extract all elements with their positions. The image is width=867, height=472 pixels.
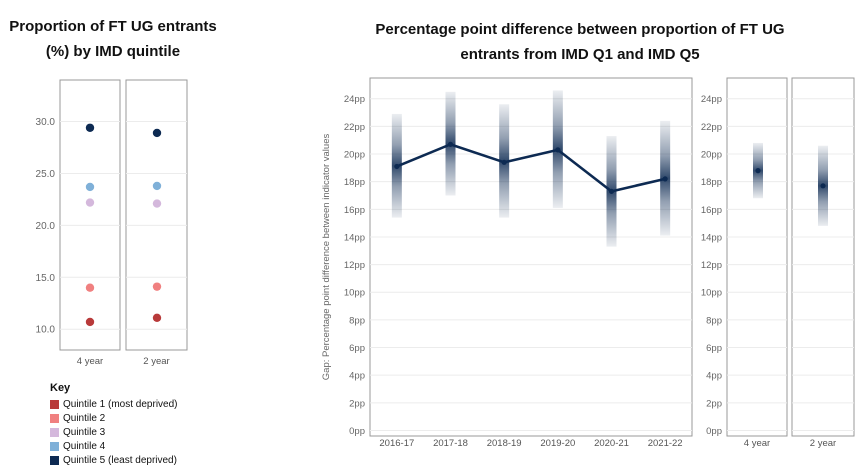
main-x-tick-label: 2020-21 <box>594 438 629 449</box>
left-data-point <box>152 128 162 138</box>
left-x-tick-label: 2 year <box>143 356 169 367</box>
key-swatch <box>50 455 59 465</box>
small-y-tick-label: 6pp <box>706 343 722 354</box>
main-y-tick-label: 2pp <box>349 398 365 409</box>
key-item: Quintile 3 <box>50 425 105 439</box>
small-panel-frame <box>726 77 788 437</box>
small-y-tick-label: 14pp <box>701 232 722 243</box>
small-data-point <box>755 168 761 174</box>
left-x-tick-label: 4 year <box>77 356 103 367</box>
small-y-tick-label: 8pp <box>706 315 722 326</box>
key-label: Quintile 2 <box>63 412 106 424</box>
main-data-point <box>501 159 507 165</box>
left-y-tick-label: 25.0 <box>36 169 56 180</box>
main-x-tick-label: 2019-20 <box>540 438 575 449</box>
main-y-tick-label: 24pp <box>344 94 365 105</box>
left-panel-frame <box>59 79 121 351</box>
left-data-point <box>85 198 95 207</box>
small-data-point <box>820 183 826 189</box>
main-data-point <box>608 188 615 194</box>
key-label: Quintile 4 <box>63 440 106 452</box>
main-x-tick-label: 2017-18 <box>433 438 468 449</box>
key-item: Quintile 4 <box>50 439 105 453</box>
main-y-axis-label: Gap: Percentage point difference between… <box>321 134 332 381</box>
small-y-tick-label: 12pp <box>701 260 722 271</box>
main-y-tick-label: 16pp <box>344 205 365 216</box>
main-data-point <box>394 163 400 170</box>
small-y-tick-label: 10pp <box>701 288 722 299</box>
small-y-tick-label: 16pp <box>701 205 722 216</box>
main-panel-frame <box>369 77 693 437</box>
small-y-tick-label: 20pp <box>701 150 722 161</box>
left-data-point <box>85 317 95 327</box>
small-x-tick-label: 4 year <box>744 438 770 449</box>
key-label: Quintile 5 (least deprived) <box>63 454 177 466</box>
left-data-point <box>152 199 162 208</box>
left-data-point <box>85 182 95 192</box>
small-y-tick-label: 4pp <box>706 371 722 382</box>
main-series-line <box>396 142 666 193</box>
main-x-tick-label: 2021-22 <box>648 438 683 449</box>
small-y-tick-label: 2pp <box>706 398 722 409</box>
left-panel-frame <box>125 79 188 351</box>
left-y-tick-label: 15.0 <box>36 273 56 284</box>
left-data-point <box>85 123 95 132</box>
left-data-point <box>152 313 162 323</box>
left-data-point <box>152 282 162 291</box>
left-y-tick-label: 30.0 <box>36 117 56 128</box>
main-y-tick-label: 6pp <box>349 343 365 354</box>
main-y-tick-label: 20pp <box>344 150 365 161</box>
main-y-tick-label: 22pp <box>344 122 365 133</box>
left-y-tick-label: 20.0 <box>36 221 56 232</box>
main-x-tick-label: 2016-17 <box>379 438 414 449</box>
main-y-tick-label: 12pp <box>344 260 365 271</box>
small-panel-frame <box>791 77 855 437</box>
main-y-tick-label: 0pp <box>349 426 365 437</box>
key-item: Quintile 1 (most deprived) <box>50 397 178 411</box>
left-y-tick-label: 10.0 <box>36 325 56 336</box>
small-y-tick-label: 18pp <box>701 177 722 188</box>
small-y-tick-label: 24pp <box>701 94 722 105</box>
key-item: Quintile 5 (least deprived) <box>50 453 177 467</box>
main-data-point <box>447 141 454 147</box>
main-y-tick-label: 10pp <box>344 288 365 299</box>
main-data-point <box>662 176 668 182</box>
key-swatch <box>50 441 59 451</box>
key-item: Quintile 2 <box>50 411 105 425</box>
main-data-point <box>555 147 561 153</box>
small-x-tick-label: 2 year <box>810 438 836 449</box>
key-label: Quintile 3 <box>63 426 106 438</box>
key-title: Key <box>50 382 71 394</box>
key-label: Quintile 1 (most deprived) <box>63 398 178 410</box>
small-y-tick-label: 22pp <box>701 122 722 133</box>
main-y-tick-label: 18pp <box>344 177 365 188</box>
main-y-tick-label: 8pp <box>349 315 365 326</box>
left-data-point <box>85 283 95 292</box>
left-data-point <box>152 181 162 191</box>
main-y-tick-label: 14pp <box>344 232 365 243</box>
small-y-tick-label: 0pp <box>706 426 722 437</box>
key-swatch <box>50 413 59 423</box>
main-x-tick-label: 2018-19 <box>487 438 522 449</box>
main-y-tick-label: 4pp <box>349 371 365 382</box>
key-swatch <box>50 399 59 409</box>
key-swatch <box>50 427 59 437</box>
right-chart-title: Percentage point difference between prop… <box>375 21 785 63</box>
left-chart-title: Proportion of FT UG entrants (%) by IMD … <box>9 18 217 60</box>
